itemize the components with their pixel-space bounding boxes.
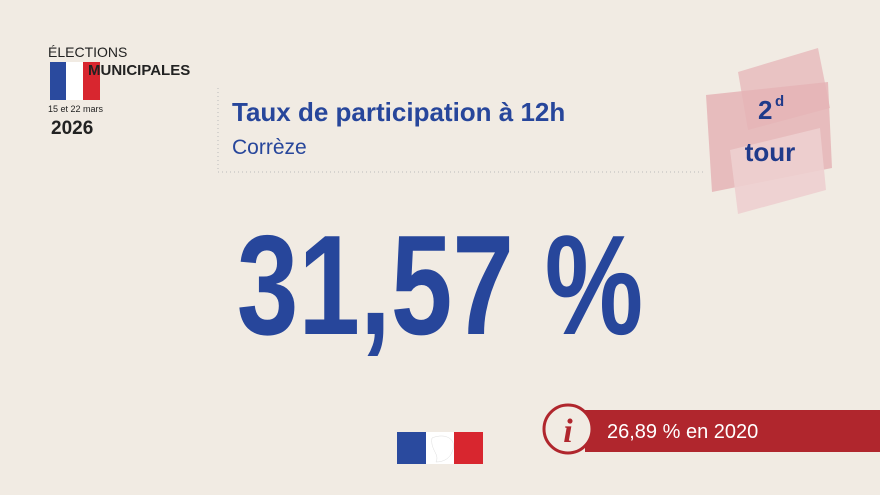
flag-white bbox=[66, 62, 83, 100]
election-logo: ÉLECTIONS MUNICIPALES 15 et 22 mars 2026 bbox=[48, 44, 190, 139]
gov-blue bbox=[397, 432, 426, 464]
header-title: Taux de participation à 12h bbox=[232, 97, 565, 127]
info-bar bbox=[585, 410, 880, 452]
info-icon-glyph: i bbox=[563, 413, 573, 450]
government-logo bbox=[397, 432, 483, 464]
info-banner: i 26,89 % en 2020 bbox=[542, 403, 880, 455]
badge-word: tour bbox=[745, 137, 796, 167]
logo-line1: ÉLECTIONS bbox=[48, 44, 127, 60]
header-subtitle: Corrèze bbox=[232, 136, 307, 159]
badge-shape bbox=[730, 128, 826, 214]
flag-blue bbox=[50, 62, 66, 100]
gov-red bbox=[454, 432, 483, 464]
tour-badge: 2 d tour bbox=[706, 48, 832, 214]
logo-year: 2026 bbox=[51, 118, 93, 139]
marianne bbox=[431, 435, 454, 463]
main-value: 31,57 % bbox=[237, 206, 643, 364]
main-value-group: 31,57 % bbox=[237, 206, 643, 364]
info-icon bbox=[542, 403, 594, 455]
logo-dates: 15 et 22 mars bbox=[48, 104, 104, 114]
badge-suffix: d bbox=[775, 93, 784, 110]
logo-line2: MUNICIPALES bbox=[88, 62, 190, 79]
flag-red bbox=[83, 62, 100, 100]
info-text: 26,89 % en 2020 bbox=[607, 421, 758, 443]
badge-number: 2 bbox=[758, 95, 772, 125]
